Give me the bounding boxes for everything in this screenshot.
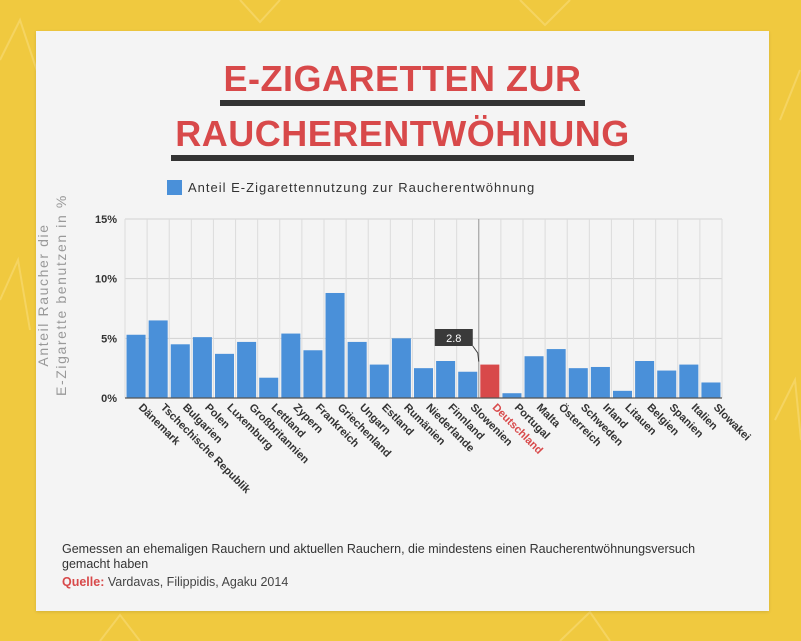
bar-finnland (436, 361, 456, 398)
bar-niederlande (413, 368, 434, 398)
bar-italien (679, 364, 699, 398)
y-tick-label: 10% (95, 274, 117, 286)
bar-slowakei (701, 382, 721, 398)
bar-estland (369, 364, 389, 398)
highlight-callout-label: 2.8 (446, 333, 461, 345)
bar-tschechische-republik (148, 320, 168, 398)
bar-österreich (546, 349, 566, 398)
title-line-2: RAUCHERENTWÖHNUNG (171, 114, 634, 161)
legend-label: Anteil E-Zigarettennutzung zur Raucheren… (188, 179, 536, 195)
source-value: Vardavas, Filippidis, Agaku 2014 (107, 575, 289, 589)
bar-bulgarien (170, 344, 190, 398)
source-key: Quelle: (62, 575, 105, 589)
bar-lettland (259, 377, 279, 398)
legend-swatch (167, 179, 182, 195)
footnote-text: Gemessen an ehemaligen Rauchern und aktu… (62, 542, 696, 571)
bar-litauen (612, 390, 633, 398)
highlight-callout-pointer (472, 345, 480, 362)
bar-frankreich (303, 350, 323, 398)
bar-dänemark (126, 334, 146, 398)
bar-malta (524, 356, 544, 398)
chart-card: E-ZIGARETTEN ZUR RAUCHERENTWÖHNUNG Antei… (35, 31, 769, 611)
y-tick-label: 15% (95, 214, 117, 226)
bar-rumänien (391, 338, 411, 398)
title-line-1: E-ZIGARETTEN ZUR (219, 59, 586, 106)
bar-großbritannien (237, 341, 257, 398)
bar-slowenien (458, 371, 478, 398)
legend: Anteil E-Zigarettennutzung zur Raucheren… (167, 178, 535, 196)
bar-luxemburg (214, 353, 235, 398)
bar-irland (590, 366, 610, 398)
bar-ungarn (347, 341, 367, 398)
footnote: Gemessen an ehemaligen Rauchern und aktu… (62, 542, 742, 590)
bar-deutschland (480, 364, 500, 398)
bar-spanien (657, 370, 677, 398)
bar-portugal (502, 393, 522, 398)
bar-zypern (281, 333, 301, 398)
bar-belgien (635, 361, 655, 398)
y-tick-label: 0% (101, 393, 117, 405)
y-tick-label: 5% (101, 333, 117, 345)
bar-polen (192, 337, 212, 398)
source-line: Quelle: Vardavas, Filippidis, Agaku 2014 (62, 575, 742, 590)
bar-griechenland (325, 292, 345, 398)
bar-schweden (568, 368, 588, 398)
highlight-callout-box (434, 329, 473, 346)
chart-title: E-ZIGARETTEN ZUR RAUCHERENTWÖHNUNG (36, 59, 769, 161)
